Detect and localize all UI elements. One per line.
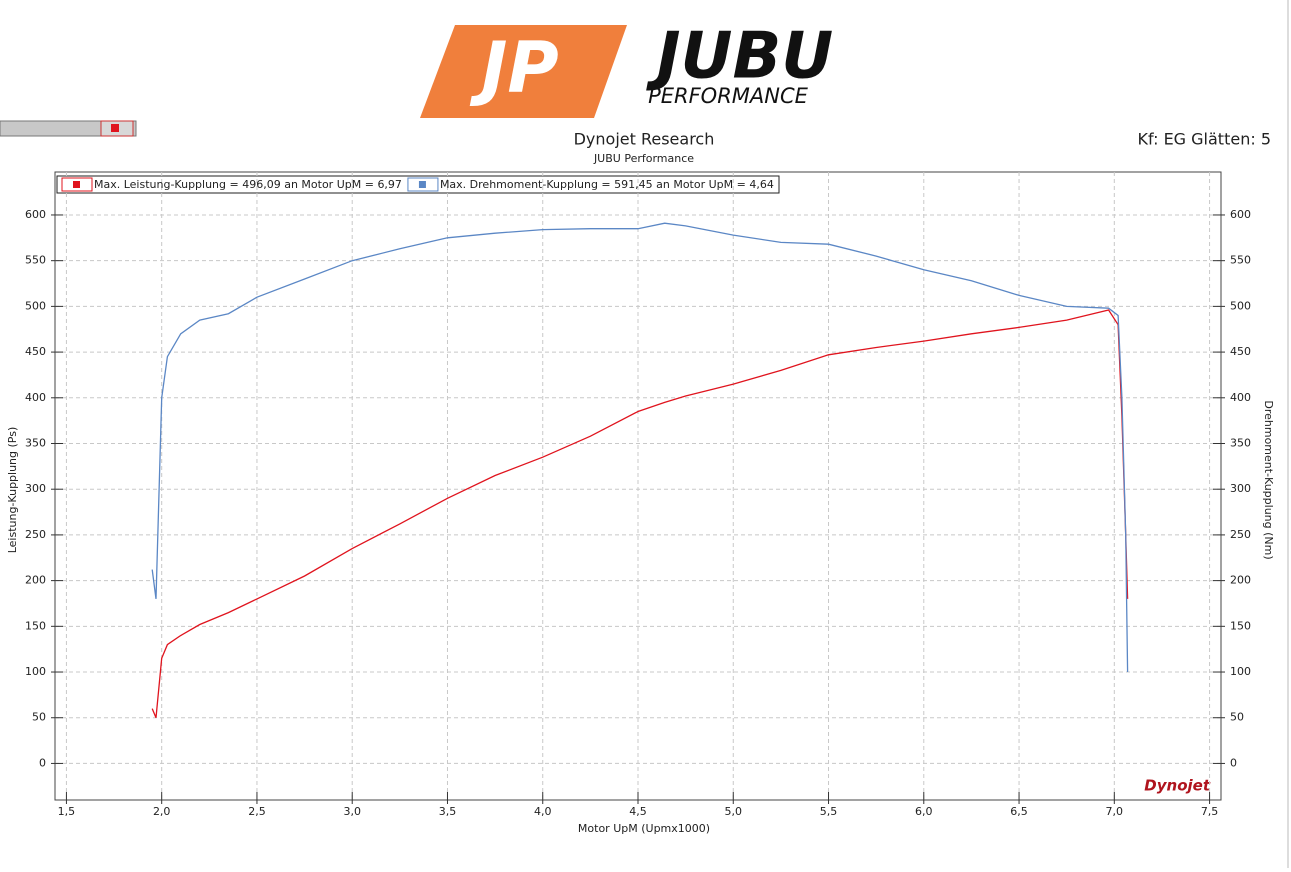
y2-tick-label: 500 bbox=[1230, 299, 1251, 312]
watermark: Dynojet bbox=[1144, 777, 1211, 795]
x-tick-label: 4,5 bbox=[629, 805, 647, 818]
x-tick-label: 5,0 bbox=[725, 805, 743, 818]
y-tick-label: 100 bbox=[25, 665, 46, 678]
legend-label: Max. Leistung-Kupplung = 496,09 an Motor… bbox=[94, 178, 402, 191]
y2-tick-label: 0 bbox=[1230, 756, 1237, 769]
legend-label: Max. Drehmoment-Kupplung = 591,45 an Mot… bbox=[440, 178, 774, 191]
y-axis-label: Leistung-Kupplung (Ps) bbox=[6, 427, 19, 554]
legend-swatch bbox=[73, 181, 80, 188]
y-tick-label: 50 bbox=[32, 711, 46, 724]
x-tick-label: 1,5 bbox=[58, 805, 76, 818]
y-tick-label: 0 bbox=[39, 756, 46, 769]
x-axis-label: Motor UpM (Upmx1000) bbox=[578, 822, 710, 835]
y-tick-label: 400 bbox=[25, 391, 46, 404]
y2-tick-label: 250 bbox=[1230, 528, 1251, 541]
x-tick-label: 4,0 bbox=[534, 805, 552, 818]
chart-subtitle: JUBU Performance bbox=[593, 152, 694, 165]
y2-tick-label: 600 bbox=[1230, 208, 1251, 221]
logo-name: JUBU bbox=[646, 20, 834, 94]
y-tick-label: 550 bbox=[25, 254, 46, 267]
y-tick-label: 600 bbox=[25, 208, 46, 221]
chart-title: Dynojet Research bbox=[574, 130, 715, 149]
y2-tick-label: 150 bbox=[1230, 619, 1251, 632]
y2-tick-label: 450 bbox=[1230, 345, 1251, 358]
y2-tick-label: 400 bbox=[1230, 391, 1251, 404]
y2-tick-label: 200 bbox=[1230, 574, 1251, 587]
annotation: Kf: EG Glätten: 5 bbox=[1138, 130, 1271, 149]
series-line bbox=[151, 309, 1129, 718]
x-tick-label: 7,0 bbox=[1106, 805, 1124, 818]
x-tick-label: 3,5 bbox=[439, 805, 457, 818]
y-tick-label: 300 bbox=[25, 482, 46, 495]
y-tick-label: 450 bbox=[25, 345, 46, 358]
logo-mark: JP bbox=[469, 27, 558, 109]
y-tick-label: 200 bbox=[25, 574, 46, 587]
x-tick-label: 5,5 bbox=[820, 805, 838, 818]
y-tick-label: 150 bbox=[25, 619, 46, 632]
y2-tick-label: 100 bbox=[1230, 665, 1251, 678]
legend-swatch bbox=[418, 181, 426, 188]
slider-icon bbox=[111, 124, 119, 132]
series-line bbox=[151, 222, 1129, 673]
logo-badge bbox=[420, 25, 627, 118]
y2-tick-label: 550 bbox=[1230, 254, 1251, 267]
y-tick-label: 500 bbox=[25, 299, 46, 312]
y-tick-label: 250 bbox=[25, 528, 46, 541]
y2-tick-label: 50 bbox=[1230, 711, 1244, 724]
x-tick-label: 2,5 bbox=[248, 805, 266, 818]
logo-tagline: PERFORMANCE bbox=[648, 84, 809, 108]
y2-tick-label: 300 bbox=[1230, 482, 1251, 495]
x-tick-label: 6,0 bbox=[915, 805, 933, 818]
x-tick-label: 2,0 bbox=[153, 805, 171, 818]
y2-tick-label: 350 bbox=[1230, 436, 1251, 449]
y-tick-label: 350 bbox=[25, 436, 46, 449]
y2-axis-label: Drehmoment-Kupplung (Nm) bbox=[1262, 400, 1275, 559]
x-tick-label: 7,5 bbox=[1201, 805, 1219, 818]
x-tick-label: 6,5 bbox=[1010, 805, 1028, 818]
x-tick-label: 3,0 bbox=[343, 805, 361, 818]
